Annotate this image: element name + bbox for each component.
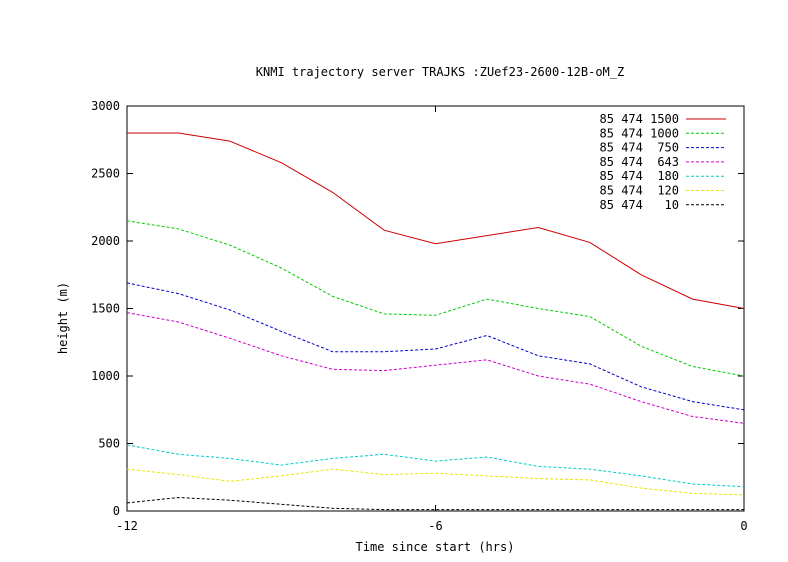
y-tick-label: 2000 bbox=[91, 234, 120, 248]
legend-label-2: 85 474 750 bbox=[600, 141, 679, 155]
series-line-5 bbox=[126, 468, 745, 496]
legend-label-1: 85 474 1000 bbox=[600, 126, 679, 140]
y-tick-label: 1000 bbox=[91, 369, 120, 383]
x-tick-label: -12 bbox=[116, 519, 138, 533]
legend-label-3: 85 474 643 bbox=[600, 155, 679, 169]
y-axis-label: height (m) bbox=[56, 282, 70, 354]
series-line-0 bbox=[127, 132, 745, 309]
y-tick-label: 0 bbox=[113, 504, 120, 518]
x-tick-label: -6 bbox=[428, 519, 442, 533]
x-tick-label: 0 bbox=[740, 519, 747, 533]
y-axis: 0 500 1000 1500 2000 2500 3000 bbox=[91, 99, 744, 518]
legend-label-6: 85 474 10 bbox=[600, 198, 679, 212]
x-axis-label: Time since start (hrs) bbox=[356, 540, 515, 554]
series-line-4 bbox=[126, 444, 745, 488]
x-axis: -12 -6 0 bbox=[116, 106, 748, 533]
legend-label-5: 85 474 120 bbox=[600, 184, 679, 198]
legend-label-4: 85 474 180 bbox=[600, 169, 679, 183]
series-line-3 bbox=[126, 312, 745, 424]
legend-label-0: 85 474 1500 bbox=[600, 112, 679, 126]
y-tick-label: 500 bbox=[98, 437, 120, 451]
series-line-1 bbox=[126, 220, 745, 377]
y-tick-label: 3000 bbox=[91, 99, 120, 113]
y-tick-label: 2500 bbox=[91, 167, 120, 181]
series-line-2 bbox=[126, 282, 745, 411]
chart-title: KNMI trajectory server TRAJKS :ZUef23-26… bbox=[256, 65, 624, 79]
series-lines bbox=[126, 132, 745, 511]
y-tick-label: 1500 bbox=[91, 302, 120, 316]
